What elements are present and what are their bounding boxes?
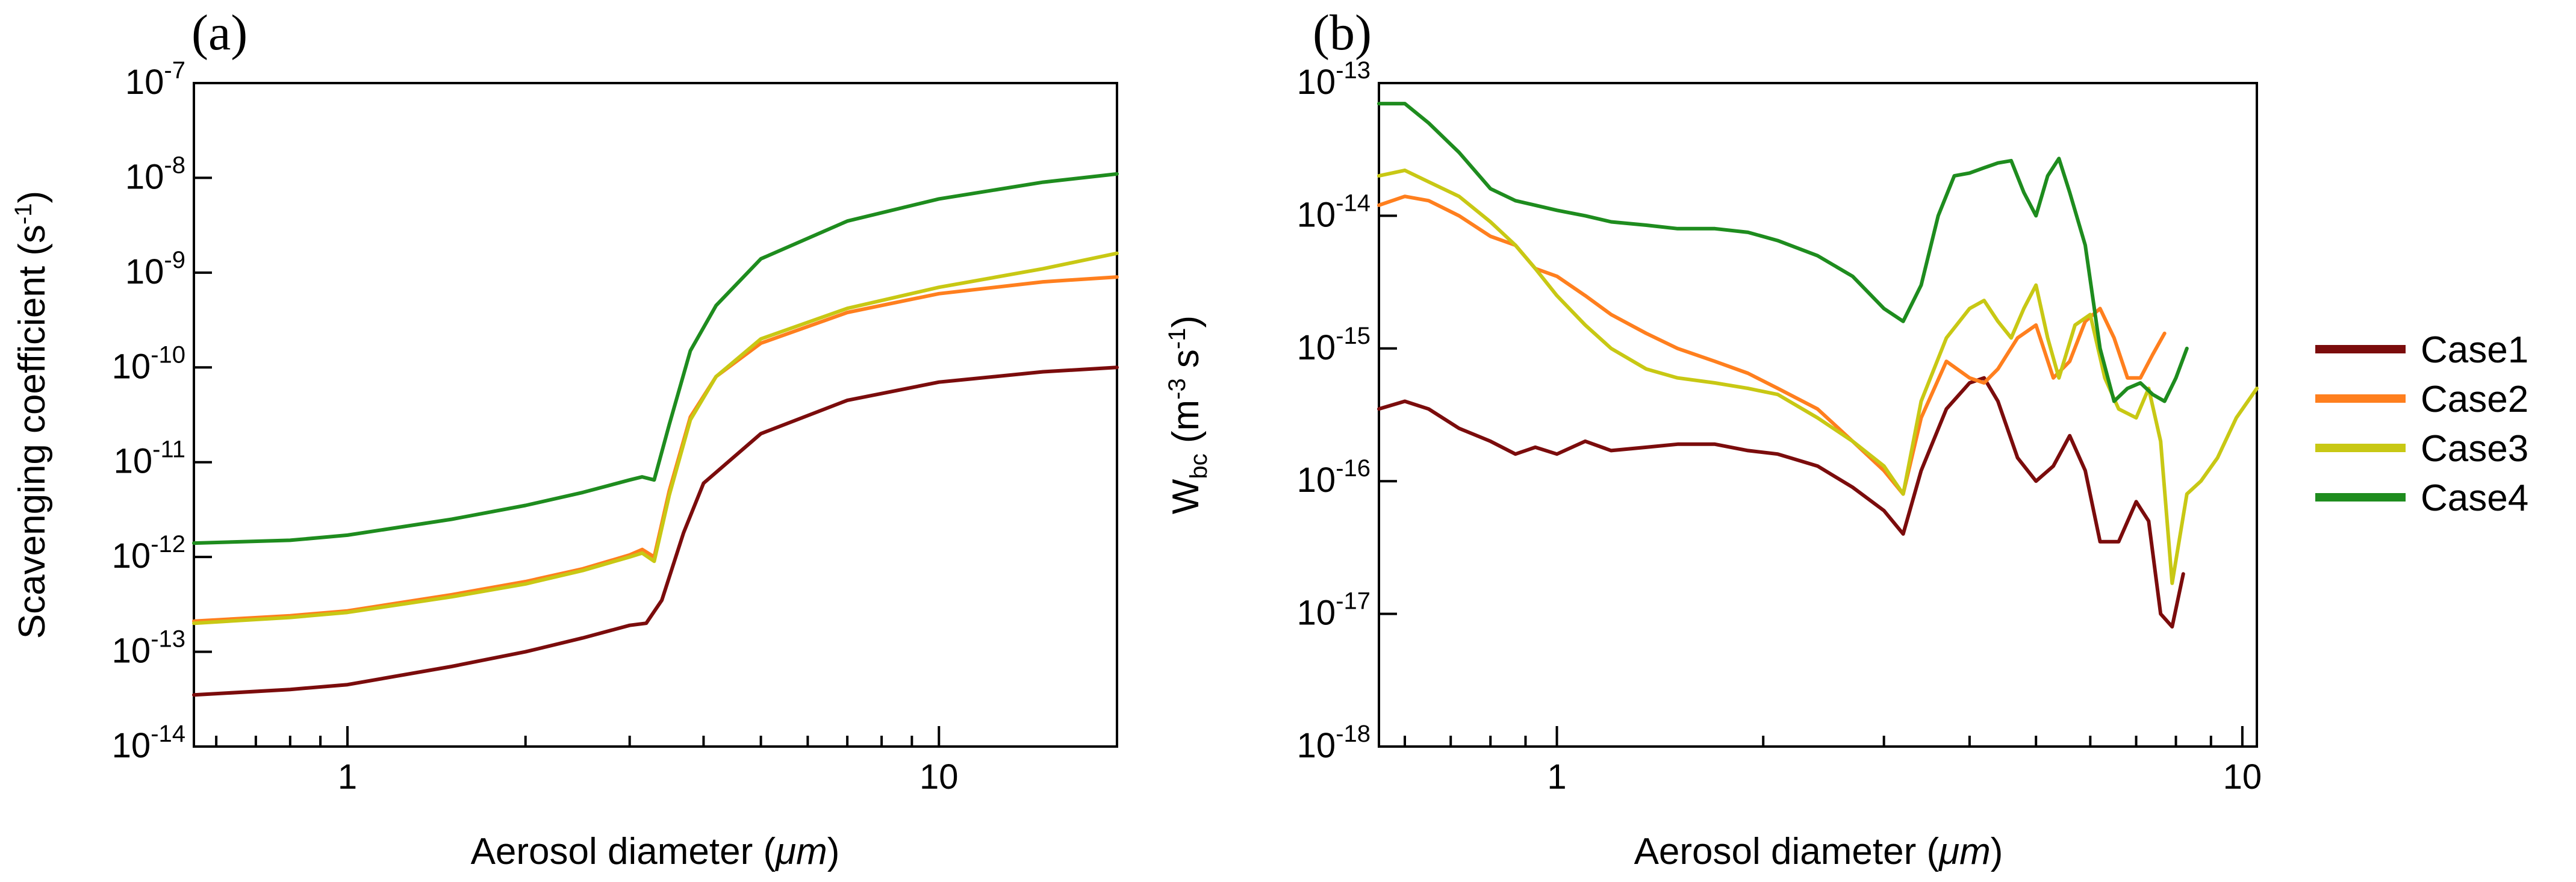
y-ticks-b: 10-18 10-17 10-16 10-15 10-14 10-13 <box>1297 57 1397 765</box>
series-line-case3-a <box>192 251 1119 626</box>
series-a <box>192 172 1119 697</box>
y-tick-label: 10-11 <box>114 436 185 481</box>
series-line-case2-a <box>192 275 1119 623</box>
panel-a: (a) 1 10 10-1410-1310-1210-1110-1010-910-… <box>10 5 1119 872</box>
y-tick-label: 10-10 <box>112 341 185 386</box>
legend-label-case4: Case4 <box>2421 477 2528 519</box>
panel-label-b: (b) <box>1313 5 1372 61</box>
series-line-case1-a <box>192 365 1119 697</box>
series-line-case1-b <box>1377 376 2185 629</box>
y-tick-label: 10-14 <box>112 721 185 765</box>
plot-frame-a <box>193 82 1118 748</box>
series-line-case3-b <box>1377 168 2259 585</box>
y-tick-label: 10-8 <box>125 152 185 196</box>
series-line-case4-b <box>1377 102 2189 403</box>
x-axis-title-a: Aerosol diameter (μm) <box>471 831 840 872</box>
plot-frame-b <box>1378 82 2258 748</box>
x-tick-label: 1 <box>338 757 357 797</box>
y-tick-label: 10-18 <box>1297 721 1370 765</box>
x-tick-label: 1 <box>1547 757 1566 797</box>
legend-label-case1: Case1 <box>2421 329 2528 371</box>
y-tick-label: 10-17 <box>1297 588 1370 633</box>
x-ticks-b: 1 10 <box>1404 726 2262 797</box>
series-line-case4-a <box>192 172 1119 545</box>
legend-label-case2: Case2 <box>2421 379 2528 420</box>
y-axis-title-a: Scavenging coefficient (s-1) <box>10 191 53 639</box>
x-ticks-a: 1 10 <box>215 726 1118 797</box>
y-tick-label: 10-13 <box>1297 57 1370 102</box>
x-axis-title-b: Aerosol diameter (μm) <box>1634 831 2003 872</box>
y-tick-label: 10-14 <box>1297 190 1370 234</box>
y-tick-label: 10-13 <box>112 626 185 671</box>
legend-label-case3: Case3 <box>2421 428 2528 470</box>
legend: Case1 Case2 Case3 Case4 <box>2315 329 2528 519</box>
y-tick-label: 10-15 <box>1297 323 1370 367</box>
series-b <box>1377 102 2259 629</box>
series-line-case2-b <box>1377 194 2167 496</box>
y-tick-label: 10-16 <box>1297 455 1370 500</box>
panel-b: (b) 1 10 10-18 10-17 10-16 10-15 10-14 10-13 A… <box>1164 5 2262 872</box>
y-tick-label: 10-12 <box>112 531 185 576</box>
y-tick-label: 10-9 <box>125 247 185 291</box>
y-ticks-a: 10-14 10-13 10-12 10-11 10-10 10-9 10-8 10-7 <box>112 57 212 765</box>
x-tick-label: 10 <box>919 757 959 797</box>
x-tick-label: 10 <box>2223 757 2262 797</box>
y-tick-label: 10-7 <box>125 57 185 102</box>
y-axis-title-b: Wbc (m-3 s-1) <box>1164 315 1212 514</box>
panel-label-a: (a) <box>191 5 247 61</box>
